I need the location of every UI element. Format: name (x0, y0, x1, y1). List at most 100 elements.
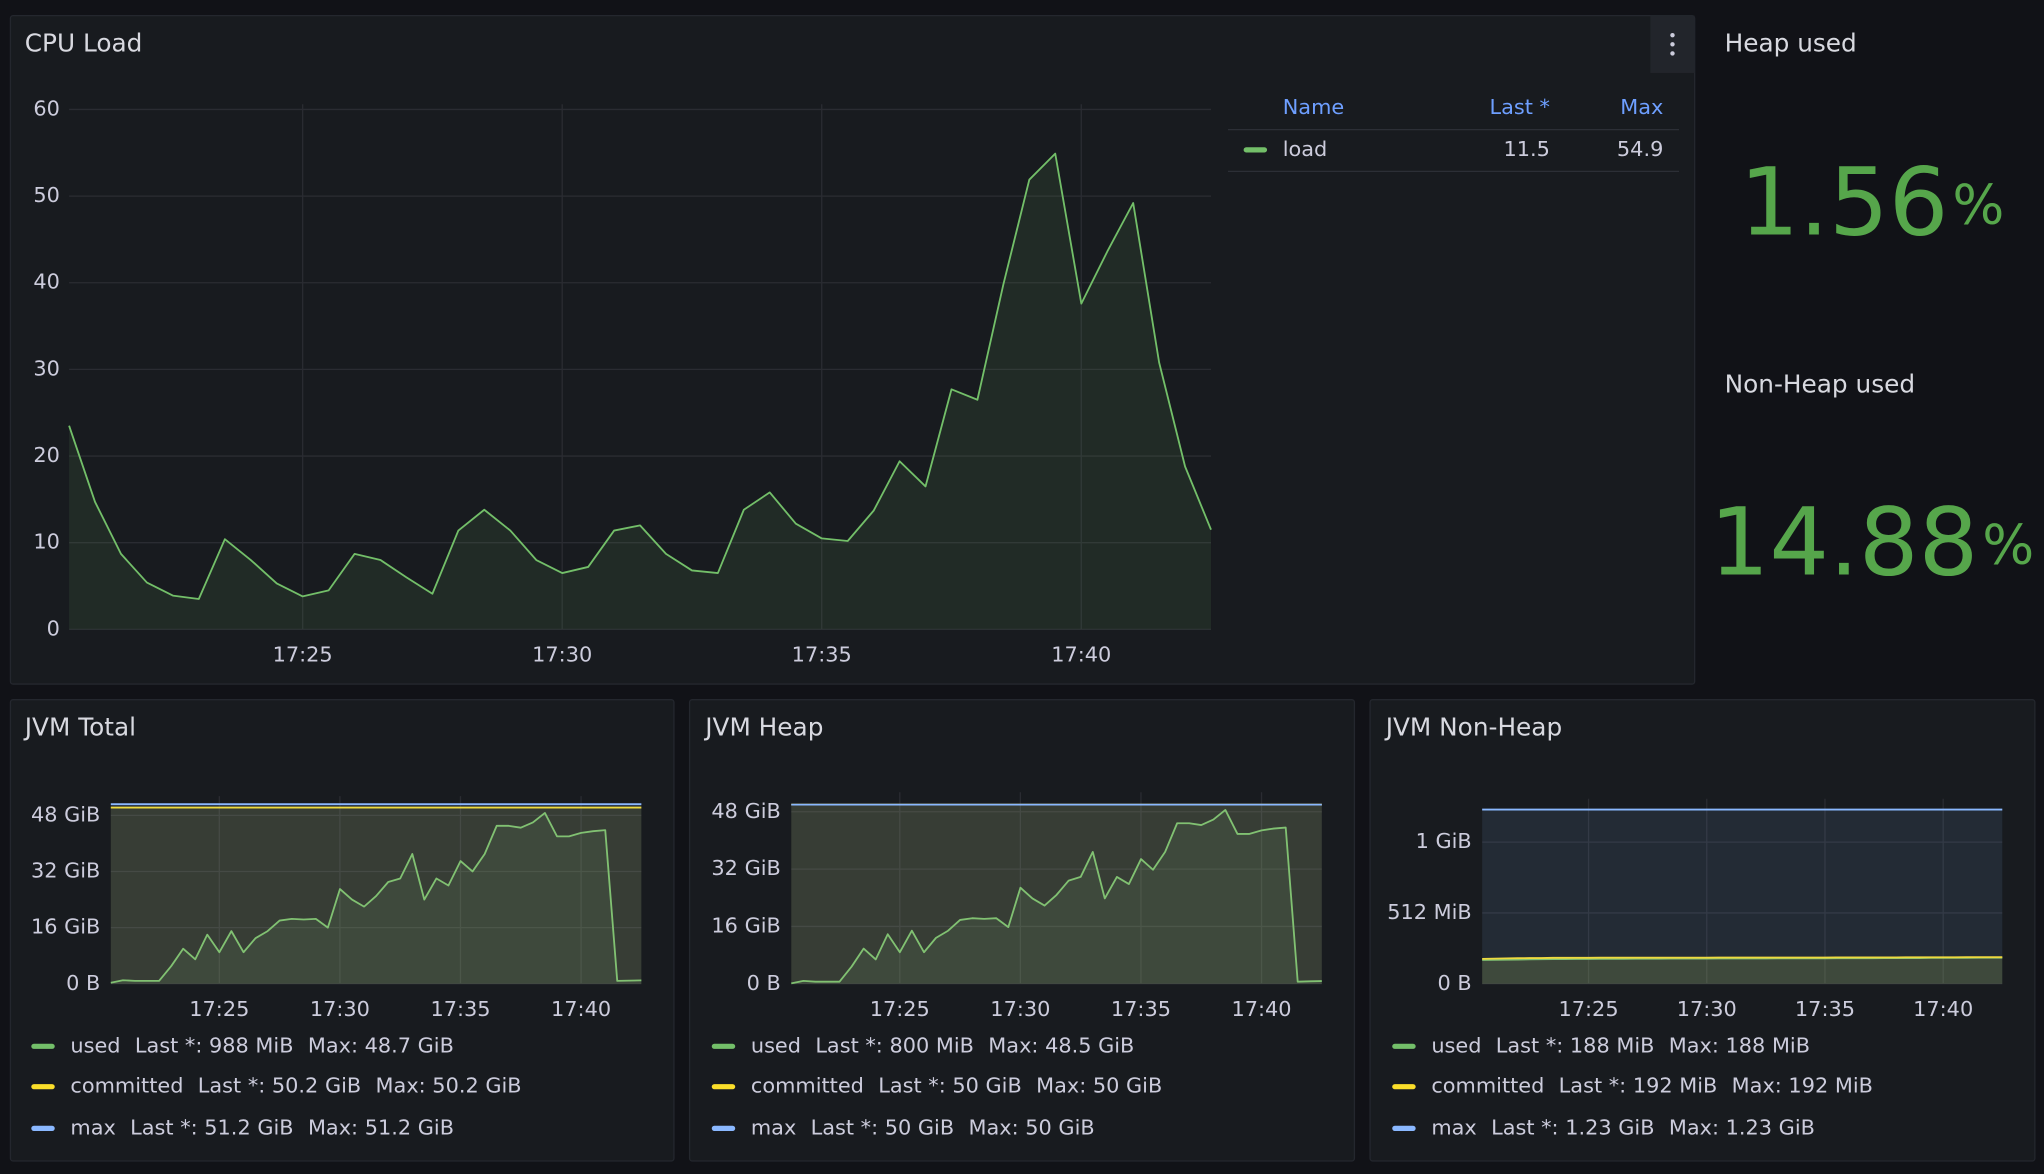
y-tick-label: 30 (33, 356, 60, 380)
legend-name: max (751, 1115, 796, 1139)
menu-dot (1670, 32, 1675, 38)
legend-name: committed (751, 1074, 864, 1098)
y-tick-label: 16 GiB (31, 915, 100, 939)
panel: JVM Heap 0 B 16 GiB 32 GiB 48 GiB 17:25 17:30 1… (688, 699, 1356, 1162)
panel: JVM Non-Heap 0 B 512 MiB 1 GiB 17:25 17:30 17:… (1369, 699, 2036, 1162)
series-area (69, 153, 1212, 630)
panel: CPU Load 0 10 20 30 40 50 60 17:25 17:30 17:35 17:4… (9, 14, 1696, 685)
series-area (791, 804, 1322, 984)
menu-dot (1670, 42, 1675, 47)
legend-entry: max Last *: 1.23 GiB Max: 1.23 GiB (1431, 1115, 1815, 1139)
stat-number: 14.88 (1710, 488, 1979, 597)
series-area (1482, 957, 2003, 984)
legend-stat: Max: 50 GiB (969, 1115, 1095, 1139)
legend-entry: committed Last *: 50 GiB Max: 50 GiB (751, 1074, 1162, 1098)
stat-unit: % (1982, 513, 2034, 577)
series-area (110, 812, 642, 984)
legend-stat: Max: 192 MiB (1732, 1074, 1873, 1098)
legend-swatch (1392, 1043, 1416, 1049)
legend-entry: committed Last *: 192 MiB Max: 192 MiB (1431, 1074, 1873, 1098)
legend-stat: Last *: 50 GiB (878, 1074, 1022, 1098)
panel-title: JVM Heap (703, 712, 823, 741)
legend-stat: Last *: 192 MiB (1559, 1074, 1718, 1098)
legend-swatch (1392, 1125, 1416, 1132)
y-tick-label: 48 GiB (31, 802, 100, 826)
legend-swatch (31, 1125, 55, 1132)
legend-stat: Max: 48.5 GiB (988, 1033, 1134, 1057)
series-line (791, 809, 1322, 985)
x-tick-label: 17:40 (1051, 642, 1111, 666)
legend-stat: Last *: 988 MiB (135, 1033, 294, 1057)
panel-menu[interactable] (1650, 15, 1695, 73)
legend-stat: Last *: 51.2 GiB (130, 1115, 293, 1139)
series-area (791, 804, 1322, 984)
x-tick-label: 17:30 (310, 997, 370, 1021)
panel: JVM Total 0 B 16 GiB 32 GiB 48 GiB 17:25 17:30… (9, 699, 675, 1162)
y-tick-label: 0 B (1438, 971, 1472, 995)
legend-entry: used Last *: 188 MiB Max: 188 MiB (1431, 1033, 1810, 1057)
legend-swatch (711, 1043, 736, 1049)
legend-name: max (70, 1115, 115, 1139)
legend-stat: Last *: 1.23 GiB (1491, 1115, 1654, 1139)
legend-name: committed (70, 1074, 183, 1098)
legend-name: committed (1431, 1074, 1544, 1098)
y-tick-label: 0 (47, 616, 60, 640)
panel-title: JVM Total (23, 712, 136, 741)
stat-title: Non-Heap used (1725, 370, 1915, 399)
legend-stat: 11.5 (1504, 137, 1550, 161)
legend-stat: Max: 188 MiB (1669, 1033, 1810, 1057)
menu-dot (1670, 51, 1675, 56)
series-area (110, 804, 642, 984)
series-area (1482, 809, 2003, 984)
legend-swatch (31, 1043, 55, 1049)
series-line (1482, 956, 2003, 960)
x-tick-label: 17:25 (1559, 997, 1619, 1021)
y-tick-label: 10 (33, 530, 60, 554)
legend-entry: max Last *: 51.2 GiB Max: 51.2 GiB (70, 1115, 454, 1139)
panel-background (9, 14, 1696, 685)
legend-entry: used Last *: 988 MiB Max: 48.7 GiB (70, 1033, 454, 1057)
legend-stat: Last *: 50 GiB (811, 1115, 955, 1139)
stat-title: Heap used (1725, 28, 1857, 57)
x-tick-label: 17:30 (1677, 997, 1737, 1021)
y-tick-label: 0 B (747, 971, 781, 995)
stat-value: 14.88% (1710, 488, 2035, 597)
panel-title: CPU Load (25, 28, 143, 57)
y-tick-label: 60 (33, 96, 60, 120)
legend-header: Last * (1489, 95, 1549, 119)
y-tick-label: 50 (33, 183, 60, 207)
legend-swatch (711, 1084, 736, 1090)
x-tick-label: 17:40 (1231, 997, 1291, 1021)
stat-number: 1.56 (1739, 148, 1948, 257)
legend-stat: Max: 51.2 GiB (308, 1115, 454, 1139)
y-tick-label: 40 (33, 270, 60, 294)
panel-background (1369, 699, 2036, 1162)
legend-name: used (751, 1033, 801, 1057)
legend-name: used (70, 1033, 120, 1057)
x-tick-label: 17:25 (189, 997, 249, 1021)
legend-name: load (1283, 137, 1328, 161)
y-tick-label: 32 GiB (711, 856, 780, 880)
stat-value: 1.56% (1739, 148, 2004, 257)
x-tick-label: 17:35 (1111, 997, 1171, 1021)
legend-stat: Last *: 50.2 GiB (198, 1074, 361, 1098)
panel-background (688, 699, 1356, 1162)
x-tick-label: 17:25 (870, 997, 930, 1021)
legend-stat: Max: 50.2 GiB (376, 1074, 522, 1098)
y-tick-label: 20 (33, 443, 60, 467)
legend-swatch (31, 1084, 55, 1090)
x-tick-label: 17:30 (532, 642, 592, 666)
legend-stat: Max: 1.23 GiB (1669, 1115, 1815, 1139)
legend-swatch (711, 1125, 736, 1132)
legend-stat: Last *: 188 MiB (1496, 1033, 1655, 1057)
legend-name: max (1431, 1115, 1476, 1139)
stat-unit: % (1952, 173, 2004, 237)
y-tick-label: 48 GiB (711, 799, 780, 823)
legend-stat: Last *: 800 MiB (815, 1033, 974, 1057)
x-tick-label: 17:35 (430, 997, 490, 1021)
legend-swatch (1392, 1084, 1416, 1090)
x-tick-label: 17:30 (990, 997, 1050, 1021)
series-area (110, 807, 642, 984)
